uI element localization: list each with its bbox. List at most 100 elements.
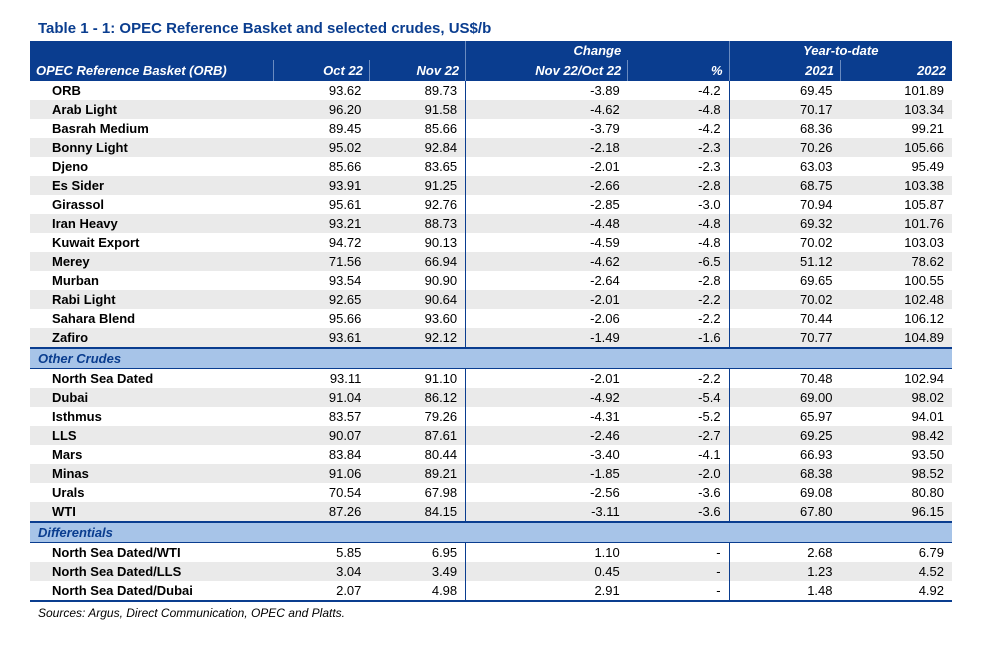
table-row: North Sea Dated93.1191.10-2.01-2.270.481… (30, 369, 952, 389)
value-cell: -2.2 (628, 309, 729, 328)
value-cell: 68.75 (729, 176, 840, 195)
crude-name: Dubai (30, 388, 273, 407)
value-cell: 95.61 (273, 195, 369, 214)
table-row: Sahara Blend95.6693.60-2.06-2.270.44106.… (30, 309, 952, 328)
table-row: Girassol95.6192.76-2.85-3.070.94105.87 (30, 195, 952, 214)
value-cell: 83.65 (369, 157, 465, 176)
value-cell: 51.12 (729, 252, 840, 271)
value-cell: 2.07 (273, 581, 369, 601)
table-row: Urals70.5467.98-2.56-3.669.0880.80 (30, 483, 952, 502)
value-cell: 87.26 (273, 502, 369, 522)
crude-name: Murban (30, 271, 273, 290)
section-header: Other Crudes (30, 348, 952, 369)
value-cell: -4.48 (466, 214, 628, 233)
value-cell: 92.84 (369, 138, 465, 157)
value-cell: 93.60 (369, 309, 465, 328)
value-cell: 63.03 (729, 157, 840, 176)
value-cell: 6.95 (369, 543, 465, 563)
crude-name: Kuwait Export (30, 233, 273, 252)
value-cell: 71.56 (273, 252, 369, 271)
section-header: Differentials (30, 522, 952, 543)
value-cell: 95.49 (841, 157, 952, 176)
table-row: Merey71.5666.94-4.62-6.551.1278.62 (30, 252, 952, 271)
table-body: ORB93.6289.73-3.89-4.269.45101.89Arab Li… (30, 81, 952, 601)
value-cell: 85.66 (273, 157, 369, 176)
value-cell: -2.7 (628, 426, 729, 445)
value-cell: 91.10 (369, 369, 465, 389)
value-cell: -1.49 (466, 328, 628, 348)
value-cell: 2.68 (729, 543, 840, 563)
value-cell: 96.15 (841, 502, 952, 522)
value-cell: 78.62 (841, 252, 952, 271)
value-cell: -2.46 (466, 426, 628, 445)
value-cell: 0.45 (466, 562, 628, 581)
value-cell: -2.01 (466, 369, 628, 389)
table-row: LLS90.0787.61-2.46-2.769.2598.42 (30, 426, 952, 445)
value-cell: 2.91 (466, 581, 628, 601)
value-cell: 89.73 (369, 81, 465, 100)
table-title: Table 1 - 1: OPEC Reference Basket and s… (30, 20, 952, 37)
value-cell: 79.26 (369, 407, 465, 426)
value-cell: -3.40 (466, 445, 628, 464)
value-cell: 69.25 (729, 426, 840, 445)
value-cell: 106.12 (841, 309, 952, 328)
value-cell: -1.6 (628, 328, 729, 348)
table-row: Es Sider93.9191.25-2.66-2.868.75103.38 (30, 176, 952, 195)
table-row: Minas91.0689.21-1.85-2.068.3898.52 (30, 464, 952, 483)
value-cell: 92.12 (369, 328, 465, 348)
crude-name: Arab Light (30, 100, 273, 119)
table-row: Zafiro93.6192.12-1.49-1.670.77104.89 (30, 328, 952, 348)
table-row: ORB93.6289.73-3.89-4.269.45101.89 (30, 81, 952, 100)
value-cell: -2.64 (466, 271, 628, 290)
value-cell: 67.98 (369, 483, 465, 502)
table-row: Basrah Medium89.4585.66-3.79-4.268.3699.… (30, 119, 952, 138)
col-main: OPEC Reference Basket (ORB) (30, 60, 273, 81)
value-cell: 70.26 (729, 138, 840, 157)
value-cell: -4.1 (628, 445, 729, 464)
col-oct: Oct 22 (273, 60, 369, 81)
value-cell: 93.50 (841, 445, 952, 464)
table-row: Rabi Light92.6590.64-2.01-2.270.02102.48 (30, 290, 952, 309)
value-cell: -3.79 (466, 119, 628, 138)
value-cell: 83.57 (273, 407, 369, 426)
value-cell: 93.21 (273, 214, 369, 233)
value-cell: 103.03 (841, 233, 952, 252)
value-cell: 70.02 (729, 233, 840, 252)
value-cell: 66.94 (369, 252, 465, 271)
value-cell: 69.45 (729, 81, 840, 100)
section-label: Other Crudes (30, 348, 952, 369)
value-cell: 1.10 (466, 543, 628, 563)
crude-name: Merey (30, 252, 273, 271)
value-cell: -3.6 (628, 483, 729, 502)
table-row: North Sea Dated/LLS3.043.490.45-1.234.52 (30, 562, 952, 581)
value-cell: -4.2 (628, 81, 729, 100)
value-cell: 95.02 (273, 138, 369, 157)
value-cell: 68.36 (729, 119, 840, 138)
crude-name: Es Sider (30, 176, 273, 195)
value-cell: 90.07 (273, 426, 369, 445)
group-change: Change (466, 41, 729, 60)
value-cell: 85.66 (369, 119, 465, 138)
value-cell: 88.73 (369, 214, 465, 233)
value-cell: -4.8 (628, 100, 729, 119)
value-cell: 4.52 (841, 562, 952, 581)
value-cell: -5.2 (628, 407, 729, 426)
value-cell: 70.48 (729, 369, 840, 389)
value-cell: 91.58 (369, 100, 465, 119)
value-cell: -2.56 (466, 483, 628, 502)
value-cell: 3.49 (369, 562, 465, 581)
value-cell: 68.38 (729, 464, 840, 483)
value-cell: -2.0 (628, 464, 729, 483)
crude-name: Zafiro (30, 328, 273, 348)
crude-name: Bonny Light (30, 138, 273, 157)
value-cell: 105.66 (841, 138, 952, 157)
value-cell: 98.02 (841, 388, 952, 407)
table-row: Mars83.8480.44-3.40-4.166.9393.50 (30, 445, 952, 464)
sources-note: Sources: Argus, Direct Communication, OP… (30, 602, 952, 620)
crude-name: WTI (30, 502, 273, 522)
value-cell: 83.84 (273, 445, 369, 464)
crude-name: Girassol (30, 195, 273, 214)
value-cell: -2.3 (628, 138, 729, 157)
value-cell: 93.54 (273, 271, 369, 290)
crude-name: Sahara Blend (30, 309, 273, 328)
